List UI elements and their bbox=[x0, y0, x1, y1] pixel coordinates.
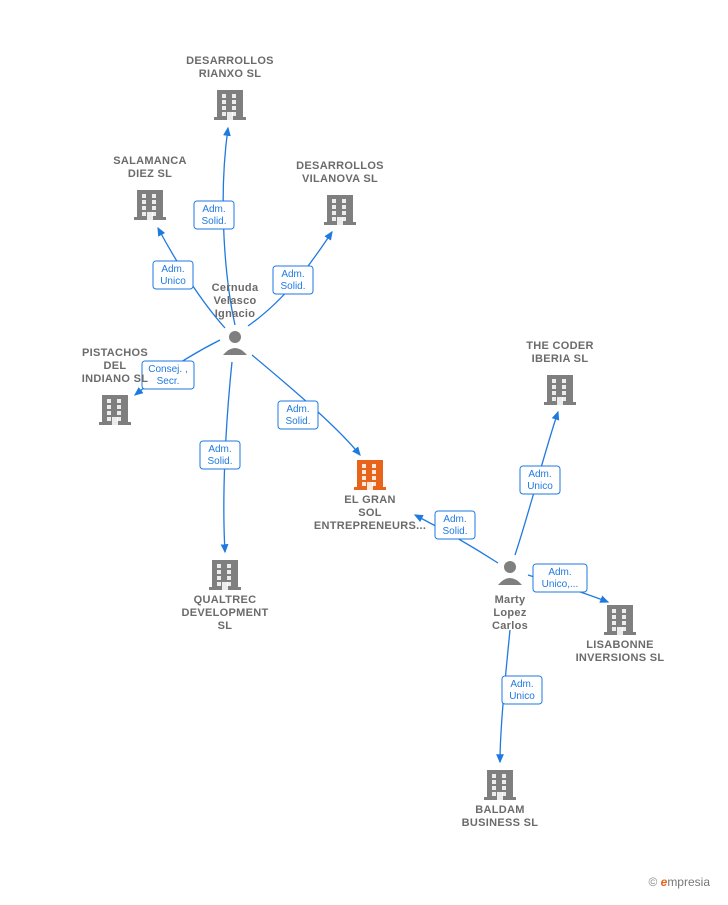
node-label: QUALTREC bbox=[194, 594, 257, 606]
edge-label-text: Adm. bbox=[510, 679, 533, 690]
copyright-symbol: © bbox=[648, 875, 657, 889]
brand-rest: mpresia bbox=[667, 875, 710, 889]
node-baldam[interactable]: BALDAMBUSINESS SL bbox=[462, 770, 539, 829]
edge-label-text: Solid. bbox=[280, 281, 305, 292]
node-label: Ignacio bbox=[215, 308, 256, 320]
node-qualtrec[interactable]: QUALTRECDEVELOPMENTSL bbox=[181, 560, 268, 632]
edge-label-text: Unico bbox=[509, 691, 535, 702]
edge-label-marty-to-lisabonne: Adm.Unico,... bbox=[533, 564, 587, 592]
edge-label-text: Adm. bbox=[286, 404, 309, 415]
edge-label-text: Adm. bbox=[443, 514, 466, 525]
node-label: Cernuda bbox=[212, 282, 259, 294]
node-label: DESARROLLOS bbox=[186, 55, 274, 67]
node-label: DESARROLLOS bbox=[296, 160, 384, 172]
edge-label-marty-to-baldam: Adm.Unico bbox=[502, 676, 542, 704]
node-salamanca_diez[interactable]: SALAMANCADIEZ SL bbox=[113, 155, 187, 220]
node-label: INDIANO SL bbox=[82, 373, 149, 385]
node-label: Carlos bbox=[492, 620, 528, 632]
node-cernuda[interactable]: CernudaVelascoIgnacio bbox=[212, 282, 259, 355]
edge-label-text: Consej. , bbox=[148, 364, 187, 375]
edge-label-cernuda-to-qualtrec: Adm.Solid. bbox=[200, 441, 240, 469]
node-label: SOL bbox=[358, 507, 382, 519]
node-label: DIEZ SL bbox=[128, 168, 172, 180]
network-diagram: Adm.Solid.Adm.UnicoAdm.Solid.Consej. ,Se… bbox=[0, 0, 728, 905]
node-label: Lopez bbox=[493, 607, 526, 619]
edge-label-text: Secr. bbox=[157, 376, 180, 387]
edge-label-marty-to-elgransol: Adm.Solid. bbox=[435, 511, 475, 539]
node-label: EL GRAN bbox=[344, 494, 395, 506]
edge-label-text: Adm. bbox=[281, 269, 304, 280]
edge-label-cernuda-to-pistachos: Consej. ,Secr. bbox=[142, 361, 194, 389]
node-label: ENTREPRENEURS... bbox=[314, 520, 426, 532]
node-label: BALDAM bbox=[475, 804, 524, 816]
edge-label-text: Solid. bbox=[201, 216, 226, 227]
edge-label-text: Adm. bbox=[528, 469, 551, 480]
node-label: Velasco bbox=[213, 295, 256, 307]
node-pistachos[interactable]: PISTACHOSDELINDIANO SL bbox=[82, 347, 149, 425]
node-marty[interactable]: MartyLopezCarlos bbox=[492, 561, 528, 632]
node-label: RIANXO SL bbox=[199, 68, 262, 80]
edge-label-text: Solid. bbox=[207, 456, 232, 467]
node-thecoder[interactable]: THE CODERIBERIA SL bbox=[526, 340, 593, 405]
node-label: Marty bbox=[495, 594, 526, 606]
node-desarrollos_rianxo[interactable]: DESARROLLOSRIANXO SL bbox=[186, 55, 274, 120]
copyright: © empresia bbox=[648, 875, 710, 889]
node-label: DEL bbox=[104, 360, 127, 372]
edge-label-text: Adm. bbox=[161, 264, 184, 275]
node-label: LISABONNE bbox=[586, 639, 653, 651]
edge-label-text: Solid. bbox=[285, 416, 310, 427]
node-label: VILANOVA SL bbox=[302, 173, 378, 185]
node-desarrollos_vilanova[interactable]: DESARROLLOSVILANOVA SL bbox=[296, 160, 384, 225]
node-lisabonne[interactable]: LISABONNEINVERSIONS SL bbox=[576, 605, 665, 664]
edge-label-text: Unico,... bbox=[542, 579, 579, 590]
edge-label-cernuda-to-desarrollos_rianxo: Adm.Solid. bbox=[194, 201, 234, 229]
node-label: INVERSIONS SL bbox=[576, 652, 665, 664]
node-label: SALAMANCA bbox=[113, 155, 187, 167]
edge-label-text: Unico bbox=[160, 276, 186, 287]
edge-label-text: Adm. bbox=[548, 567, 571, 578]
node-elgransol[interactable]: EL GRANSOLENTREPRENEURS... bbox=[314, 460, 426, 532]
edge-label-text: Solid. bbox=[442, 526, 467, 537]
node-label: SL bbox=[218, 620, 233, 632]
edge-label-marty-to-thecoder: Adm.Unico bbox=[520, 466, 560, 494]
edge-label-text: Adm. bbox=[208, 444, 231, 455]
node-label: PISTACHOS bbox=[82, 347, 148, 359]
edge-label-text: Unico bbox=[527, 481, 553, 492]
edge-label-text: Adm. bbox=[202, 204, 225, 215]
edge-label-cernuda-to-elgransol: Adm.Solid. bbox=[278, 401, 318, 429]
node-label: BUSINESS SL bbox=[462, 817, 539, 829]
node-label: IBERIA SL bbox=[532, 353, 589, 365]
node-label: DEVELOPMENT bbox=[181, 607, 268, 619]
node-label: THE CODER bbox=[526, 340, 593, 352]
edge-label-cernuda-to-desarrollos_vilanova: Adm.Solid. bbox=[273, 266, 313, 294]
edge-label-cernuda-to-salamanca_diez: Adm.Unico bbox=[153, 261, 193, 289]
